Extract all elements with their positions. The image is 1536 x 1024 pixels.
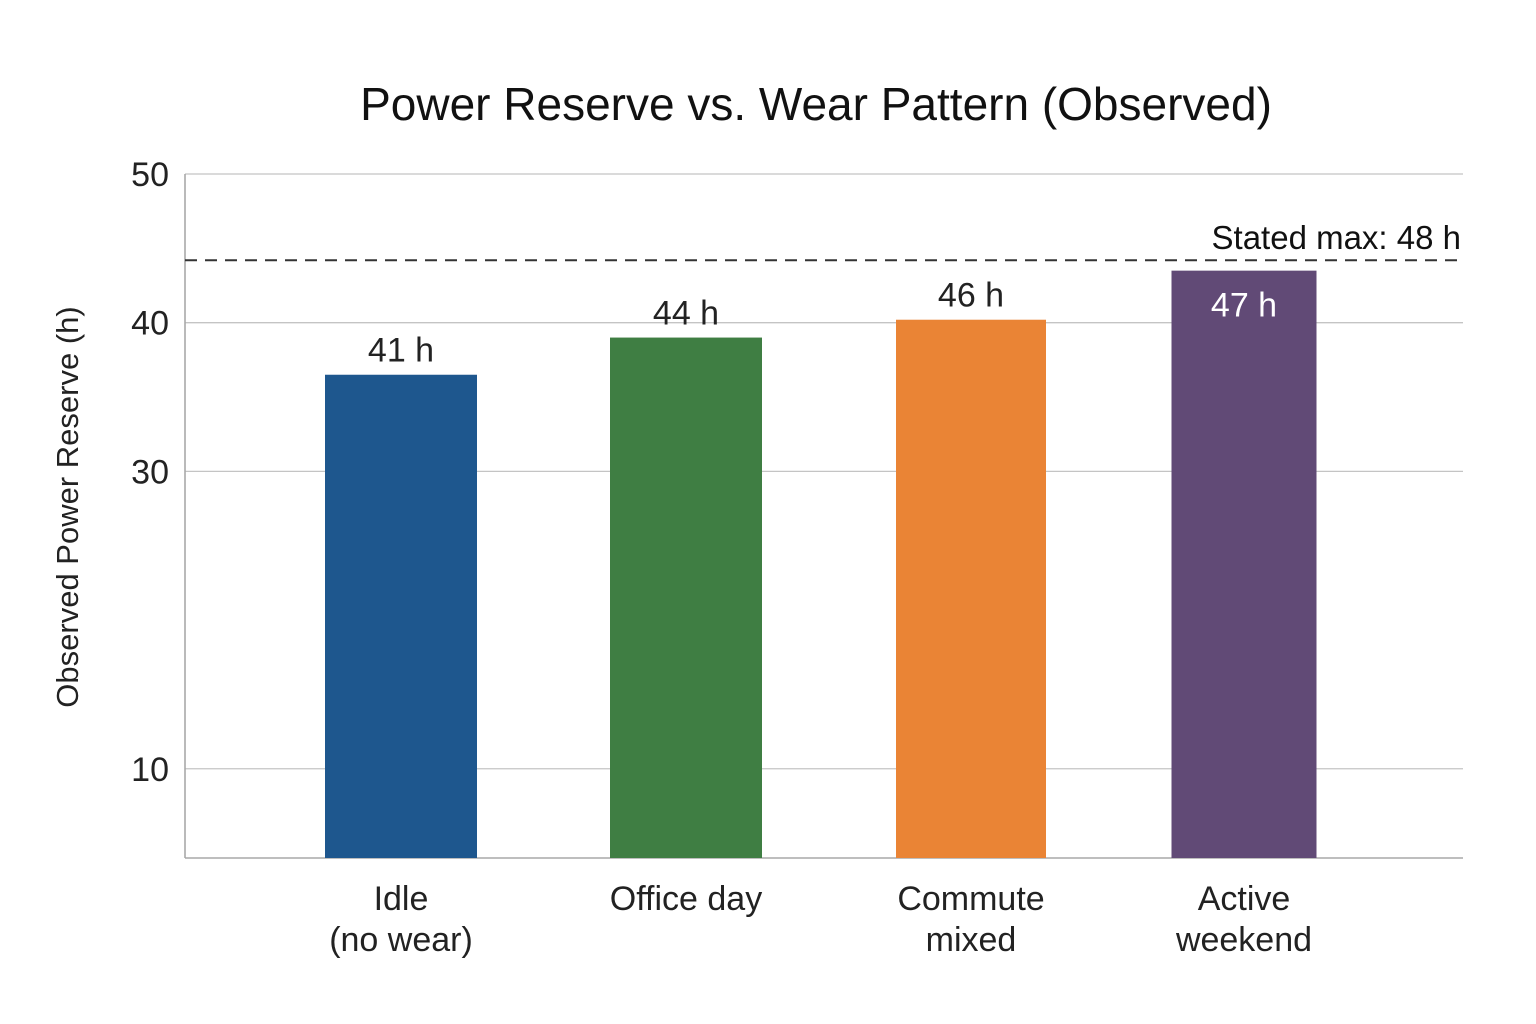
y-axis-label: Observed Power Reserve (h): [50, 306, 85, 707]
data-label-2: 44 h: [653, 295, 719, 333]
y-tick-label-30: 30: [131, 453, 169, 491]
bar-4: [1171, 270, 1317, 858]
x-tick-label-3: Commute mixed: [897, 880, 1044, 959]
y-tick-label-50: 50: [131, 156, 169, 194]
bars: [325, 270, 1317, 859]
data-label-4: 47 h: [1211, 287, 1277, 325]
x-tick-label-line: weekend: [1175, 921, 1312, 959]
x-tick-label-1: Idle (no wear): [329, 880, 473, 959]
x-tick-label-line: (no wear): [329, 921, 473, 959]
chart-title: Power Reserve vs. Wear Pattern (Observed…: [360, 78, 1272, 130]
bar-1: [325, 374, 477, 858]
labels: 10 30 40 50 41 h Idle (no wear) 44 h Office day 4…: [131, 156, 1312, 959]
x-tick-label-line: Office day: [610, 880, 762, 918]
bar-3: [896, 319, 1046, 858]
x-tick-label-line: Active: [1198, 880, 1291, 918]
x-tick-label-line: Idle: [374, 880, 429, 918]
bar-2: [610, 337, 762, 859]
x-tick-label-line: Commute: [897, 880, 1044, 918]
data-label-3: 46 h: [938, 277, 1004, 315]
reference-line-group: Stated max: 48 h: [185, 219, 1463, 262]
reference-line-label: Stated max: 48 h: [1212, 219, 1461, 256]
data-label-1: 41 h: [368, 332, 434, 370]
x-tick-label-line: mixed: [926, 921, 1017, 959]
x-tick-label-4: Active weekend: [1175, 880, 1312, 959]
y-tick-label-40: 40: [131, 305, 169, 343]
x-tick-label-2: Office day: [610, 880, 762, 918]
y-tick-label-10: 10: [131, 751, 169, 789]
